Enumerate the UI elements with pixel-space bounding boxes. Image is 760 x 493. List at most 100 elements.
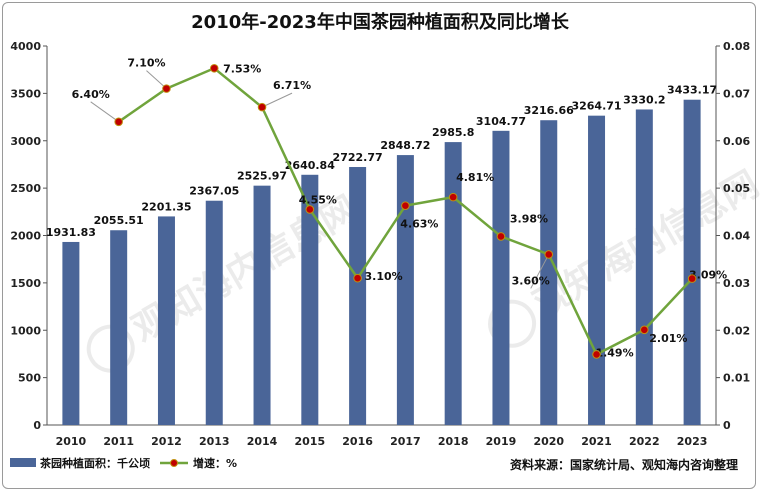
watermark-layer: 观知海内信息网 观知海内信息网 (86, 164, 760, 373)
growth-point-label: 7.10% (127, 57, 165, 70)
source-note: 资料来源：国家统计局、观知海内咨询整理 (510, 457, 738, 472)
growth-point-label: 2.01% (649, 332, 687, 345)
y-left-tick-label: 3500 (10, 87, 41, 100)
growth-point (496, 232, 506, 241)
y-left-tick-label: 1000 (10, 324, 41, 337)
growth-point-label: 4.63% (400, 218, 438, 231)
bar (205, 200, 223, 425)
point-label-leader (530, 254, 550, 289)
y-right-tick-label: 0.08 (723, 40, 750, 53)
x-tick-label: 2017 (390, 435, 421, 448)
growth-point-label: 7.53% (223, 62, 261, 75)
y-left-tick-label: 1500 (10, 277, 41, 290)
bar-series (62, 99, 701, 425)
x-tick-label: 2016 (342, 435, 373, 448)
bar-value-label: 2985.8 (432, 126, 474, 139)
growth-point (401, 201, 410, 210)
growth-point-label: 3.10% (365, 270, 403, 283)
x-tick-label: 2014 (247, 435, 278, 448)
bar-value-label: 2525.97 (237, 170, 287, 183)
growth-point-label: 6.40% (72, 88, 110, 101)
bar (444, 142, 462, 425)
bar (349, 167, 367, 425)
x-tick-label: 2019 (486, 435, 517, 448)
watermark-right: 观知海内信息网 (488, 164, 760, 348)
point-label-leader (146, 70, 167, 90)
growth-point (305, 205, 315, 214)
bar (396, 155, 414, 425)
growth-point (448, 192, 458, 202)
bar-value-label: 3104.77 (476, 115, 526, 128)
bar-value-label: 2055.51 (94, 214, 144, 227)
bar-value-label: 1931.83 (46, 226, 96, 239)
y-right-tick-label: 0.02 (723, 324, 750, 337)
growth-point (592, 350, 601, 359)
bar-value-label: 3433.17 (667, 84, 717, 97)
growth-point-label: 3.09% (689, 269, 727, 282)
y-left-tick-label: 3000 (10, 135, 41, 148)
x-tick-label: 2018 (438, 435, 469, 448)
bar-value-label: 2722.77 (333, 151, 383, 164)
x-tick-label: 2015 (295, 435, 326, 448)
bar-value-label: 3216.66 (524, 104, 574, 117)
bar-value-label: 2640.84 (285, 159, 335, 172)
y-left-tick-label: 500 (18, 372, 41, 385)
growth-point-label: 1.49% (595, 346, 633, 359)
line-series: 6.40% 7.10% 7.53% 6.71% 4.55% 3.10% 4.63% 4.81%… (72, 57, 728, 360)
y-right-tick-label: 0.04 (723, 230, 750, 243)
x-tick-label: 2021 (581, 435, 612, 448)
y-left-tick-label: 2000 (10, 230, 41, 243)
legend-bar-label: 茶园种植面积：千公顷 (39, 456, 150, 470)
y-right-tick-label: 0.05 (723, 182, 750, 195)
legend: 茶园种植面积：千公顷 增速：% (10, 456, 237, 470)
legend-line-marker (170, 459, 178, 467)
y-axis-left: 0 500 1000 1500 2000 2500 3000 3500 4000 (10, 40, 48, 432)
bar-value-label: 2367.05 (189, 185, 239, 198)
growth-point (544, 250, 554, 259)
x-tick-label: 2013 (199, 435, 230, 448)
x-tick-label: 2010 (56, 435, 87, 448)
bar (540, 120, 558, 425)
bar-value-label: 3264.71 (571, 100, 621, 113)
bar (588, 115, 606, 425)
watermark-logo (488, 299, 537, 348)
growth-point (209, 63, 219, 73)
y-right-tick-label: 0.01 (723, 372, 750, 385)
bar-value-label: 2201.35 (141, 200, 191, 213)
growth-point (640, 325, 649, 335)
growth-point (353, 273, 362, 283)
point-label-leader (90, 101, 119, 123)
x-tick-label: 2023 (677, 435, 708, 448)
legend-bar-swatch (10, 458, 36, 467)
y-left-tick-label: 0 (33, 419, 41, 432)
growth-point-label: 6.71% (273, 79, 311, 92)
y-right-tick-label: 0.06 (723, 135, 750, 148)
chart-title: 2010年-2023年中国茶园种植面积及同比增长 (191, 11, 570, 33)
bar (253, 185, 271, 425)
growth-point-label: 4.55% (299, 193, 337, 206)
bar (635, 109, 653, 425)
bar (62, 241, 80, 425)
bar (683, 99, 701, 425)
y-right-tick-label: 0.03 (723, 277, 750, 290)
growth-point-label: 3.98% (510, 212, 548, 225)
growth-point (114, 117, 123, 127)
growth-point-label: 3.60% (512, 274, 550, 287)
x-tick-label: 2012 (151, 435, 182, 448)
x-tick-label: 2011 (103, 435, 134, 448)
y-axis-right: 0 0.01 0.02 0.03 0.04 0.05 0.06 0.07 0.08 (715, 40, 750, 432)
bar-value-label: 2848.72 (380, 139, 430, 152)
growth-point (162, 84, 171, 93)
growth-point (257, 102, 267, 112)
x-tick-label: 2020 (533, 435, 564, 448)
growth-point-label: 4.81% (456, 171, 494, 184)
y-right-tick-label: 0.07 (723, 87, 750, 100)
legend-line-label: 增速：% (193, 456, 237, 470)
point-label-leader (261, 92, 293, 108)
bar (110, 230, 128, 425)
growth-point (687, 274, 697, 283)
x-tick-label: 2022 (629, 435, 660, 448)
y-right-tick-label: 0 (723, 419, 731, 432)
